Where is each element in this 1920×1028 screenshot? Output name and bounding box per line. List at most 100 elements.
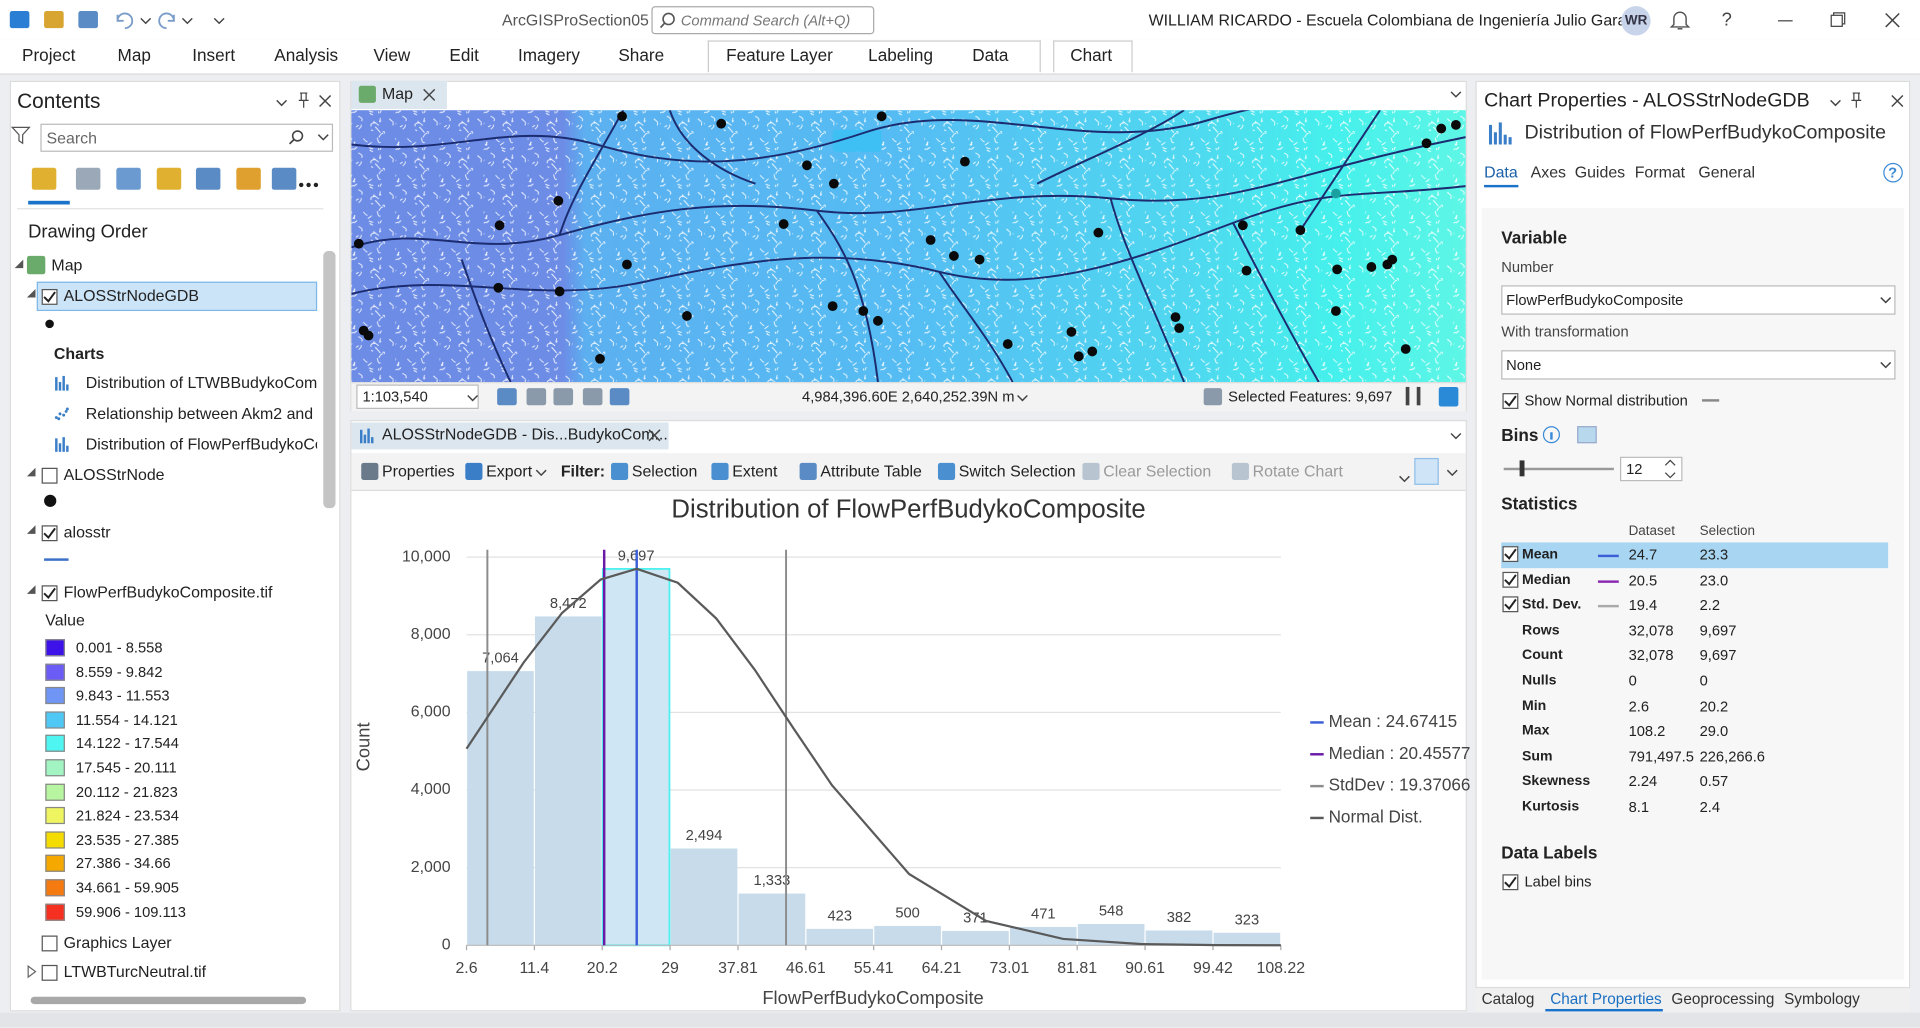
toolbar-button[interactable]: Attribute Table: [820, 461, 922, 481]
properties-tab[interactable]: Guides: [1574, 162, 1626, 182]
restore-button[interactable]: [1830, 12, 1846, 27]
dropdown-arrow[interactable]: [535, 469, 547, 477]
layer-name[interactable]: alosstr: [63, 522, 111, 542]
icon[interactable]: [611, 462, 629, 481]
minimize-button[interactable]: [1777, 20, 1793, 22]
icon[interactable]: [361, 462, 379, 481]
icon[interactable]: [799, 462, 817, 481]
icon[interactable]: [526, 388, 547, 406]
chart-item[interactable]: Relationship between Akm2 and LT: [85, 404, 318, 423]
dropdown-arrow[interactable]: [467, 394, 479, 402]
toolbar-button[interactable]: Properties: [382, 461, 455, 481]
icon[interactable]: [465, 462, 483, 481]
undo-redo-icon[interactable]: [157, 11, 177, 30]
dropdown-arrow[interactable]: [276, 99, 288, 107]
contents-search[interactable]: [40, 123, 334, 152]
contextual-tab[interactable]: Labeling: [868, 45, 933, 65]
icon[interactable]: [1438, 386, 1459, 407]
contextual-tab[interactable]: Data: [972, 45, 1009, 65]
dropdown-arrow[interactable]: [140, 17, 152, 25]
bins-slider-thumb[interactable]: [1519, 460, 1525, 477]
ribbon-tab[interactable]: View: [373, 45, 411, 65]
toolbar-button[interactable]: Switch Selection: [958, 461, 1076, 481]
dropdown-arrow[interactable]: [317, 133, 329, 141]
pause-button[interactable]: [1405, 386, 1421, 406]
tree-expander[interactable]: [27, 964, 37, 979]
checkbox[interactable]: [41, 935, 58, 952]
dock-tab[interactable]: Geoprocessing: [1671, 990, 1775, 1008]
tree-expander[interactable]: [26, 585, 36, 594]
layer-name[interactable]: ALOSStrNode: [63, 465, 165, 484]
command-search[interactable]: [651, 6, 875, 35]
chart-tab[interactable]: Chart: [1070, 45, 1113, 65]
icon[interactable]: [609, 388, 630, 406]
dropdown-arrow[interactable]: [1880, 361, 1892, 369]
ribbon-tab[interactable]: Insert: [192, 45, 236, 65]
layer-name[interactable]: LTWBTurcNeutral.tif: [63, 962, 207, 981]
bins-spinbox[interactable]: [1620, 456, 1683, 482]
chart-item[interactable]: Distribution of LTWBBudykoCompo: [85, 373, 318, 392]
properties-tab[interactable]: Axes: [1530, 162, 1567, 182]
layer-name[interactable]: ALOSStrNodeGDB: [63, 286, 200, 305]
checkbox[interactable]: [41, 467, 58, 484]
close-icon[interactable]: [1891, 94, 1904, 108]
icon[interactable]: [711, 462, 729, 481]
dropdown-arrow[interactable]: [1446, 469, 1458, 477]
close-icon[interactable]: [423, 88, 436, 101]
dropdown-arrow[interactable]: [1829, 99, 1841, 107]
transformation-dropdown[interactable]: [1501, 350, 1896, 380]
dropdown-arrow[interactable]: [1016, 394, 1028, 402]
dropdown-arrow[interactable]: [1880, 296, 1892, 304]
toolbar-list-button[interactable]: [1414, 457, 1439, 485]
properties-tab[interactable]: Data: [1484, 162, 1518, 182]
properties-tab[interactable]: Format: [1634, 162, 1686, 182]
properties-tab[interactable]: General: [1698, 162, 1756, 182]
horizontal-scrollbar[interactable]: [30, 996, 307, 1005]
avatar[interactable]: [1621, 6, 1651, 36]
undo-redo-icon[interactable]: [115, 11, 135, 30]
icon[interactable]: [582, 388, 603, 406]
vertical-scrollbar[interactable]: [323, 251, 336, 509]
pin-icon[interactable]: [1851, 92, 1862, 108]
ribbon-tab[interactable]: Project: [22, 45, 76, 65]
ribbon-tab[interactable]: Imagery: [517, 45, 580, 65]
dock-tab[interactable]: Symbology: [1784, 990, 1860, 1008]
contextual-tab[interactable]: Feature Layer: [726, 45, 833, 65]
icon[interactable]: [44, 11, 64, 29]
bins-color[interactable]: [1577, 426, 1597, 444]
icon[interactable]: [31, 167, 57, 190]
layer-name[interactable]: FlowPerfBudykoComposite.tif: [63, 582, 273, 602]
icon[interactable]: [236, 167, 261, 190]
filter-icon[interactable]: [10, 126, 31, 145]
icon[interactable]: [497, 388, 517, 406]
dock-tab[interactable]: Catalog: [1481, 990, 1535, 1008]
close-icon[interactable]: [319, 94, 332, 108]
ribbon-tab[interactable]: Analysis: [274, 45, 339, 65]
ribbon-tab[interactable]: Edit: [449, 45, 479, 65]
dropdown-arrow[interactable]: [1398, 475, 1410, 483]
scale-box[interactable]: [356, 384, 479, 409]
dropdown-arrow[interactable]: [1450, 91, 1462, 98]
icon[interactable]: [553, 388, 574, 406]
toolbar-button[interactable]: Extent: [732, 461, 778, 481]
pin-icon[interactable]: [298, 92, 309, 108]
icon[interactable]: [78, 11, 98, 29]
more-icon[interactable]: [299, 182, 319, 188]
dropdown-arrow[interactable]: [213, 17, 225, 25]
icon[interactable]: [195, 167, 221, 190]
close-icon[interactable]: [648, 429, 661, 442]
spin-arrows[interactable]: [1664, 459, 1676, 479]
dock-tab[interactable]: Chart Properties: [1550, 990, 1662, 1008]
icon[interactable]: [9, 11, 30, 29]
chart-item[interactable]: Distribution of FlowPerfBudykoCom: [85, 434, 318, 454]
help-button[interactable]: ?: [1721, 9, 1732, 31]
layer-name[interactable]: Graphics Layer: [63, 933, 172, 952]
dropdown-arrow[interactable]: [1450, 432, 1462, 440]
help-circle[interactable]: [1883, 162, 1903, 183]
close-icon[interactable]: [1885, 12, 1900, 28]
icon[interactable]: [937, 462, 956, 481]
chart-tab[interactable]: [351, 422, 669, 450]
number-dropdown[interactable]: [1501, 285, 1896, 315]
tree-expander[interactable]: [26, 467, 36, 477]
checkbox[interactable]: [41, 964, 58, 981]
